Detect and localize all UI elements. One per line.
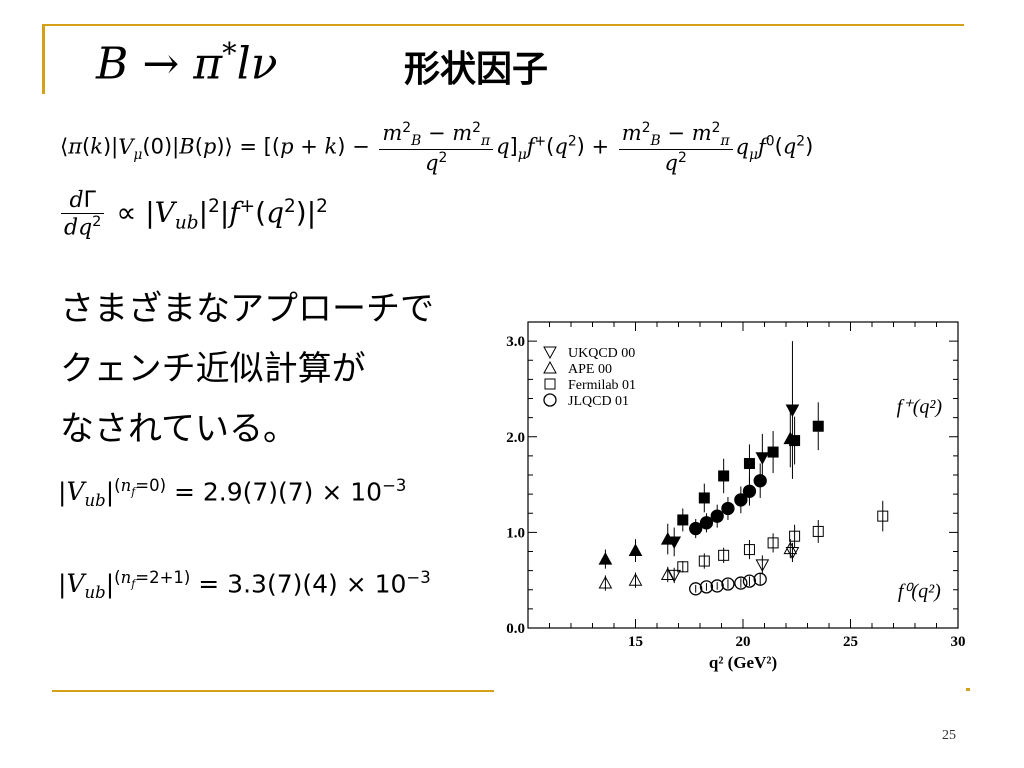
data-point bbox=[721, 577, 735, 591]
data-point bbox=[812, 420, 824, 432]
data-point bbox=[789, 530, 801, 542]
data-point bbox=[689, 582, 703, 596]
data-point bbox=[767, 446, 779, 458]
data-point bbox=[699, 516, 714, 530]
data-point bbox=[698, 492, 710, 504]
body-line-3: なされている。 bbox=[60, 409, 297, 449]
x-tick-label: 30 bbox=[951, 634, 966, 650]
data-point bbox=[710, 579, 724, 593]
legend-marker bbox=[544, 378, 556, 390]
data-point bbox=[812, 525, 824, 537]
x-axis-label: q² (GeV²) bbox=[709, 653, 777, 672]
vub-dynamical-result: |Vub|(nf=2+1) = 3.3(7)(4) × 10−3 bbox=[58, 568, 431, 603]
legend-label: Fermilab 01 bbox=[568, 378, 636, 393]
data-point bbox=[753, 474, 767, 488]
body-line-2: クェンチ近似計算が bbox=[60, 349, 366, 389]
y-tick-label: 1.0 bbox=[506, 525, 525, 541]
data-point bbox=[677, 514, 689, 526]
x-tick-label: 25 bbox=[843, 634, 858, 650]
x-tick-label: 20 bbox=[736, 634, 751, 650]
data-point bbox=[755, 559, 770, 572]
data-point bbox=[718, 549, 730, 561]
matrix-element-equation: ⟨π(k)|Vμ(0)|B(p)⟩ = [(p + k) − m2B − m2π… bbox=[60, 120, 814, 176]
bottom-rule bbox=[52, 690, 494, 692]
legend-marker bbox=[543, 393, 557, 407]
data-point bbox=[785, 404, 800, 418]
data-point bbox=[699, 580, 714, 594]
form-factor-chart: 15 20 25 30 0.0 1.0 2.0 3.0 q² (GeV²) UKQCD 00APE… bbox=[506, 321, 966, 672]
x-tick-label: 15 bbox=[628, 634, 643, 650]
data-point bbox=[742, 574, 757, 588]
data-point bbox=[628, 543, 643, 557]
data-point bbox=[677, 561, 689, 573]
data-point bbox=[721, 501, 735, 516]
data-point bbox=[755, 452, 770, 465]
data-point bbox=[710, 509, 724, 523]
data-point bbox=[598, 576, 613, 589]
data-point bbox=[743, 544, 755, 556]
data-point bbox=[660, 532, 675, 545]
data-point bbox=[753, 572, 767, 586]
data-point bbox=[767, 537, 779, 549]
data-point bbox=[734, 493, 748, 507]
data-point bbox=[718, 470, 730, 482]
data-point bbox=[667, 569, 682, 583]
legend-marker bbox=[543, 346, 557, 360]
body-line-1: さまざまなアプローチで bbox=[60, 289, 434, 329]
vub-quenched-result: |Vub|(nf=0) = 2.9(7)(7) × 10−3 bbox=[58, 476, 407, 511]
y-tick-label: 3.0 bbox=[506, 334, 525, 350]
data-point bbox=[660, 567, 675, 580]
top-rule bbox=[42, 24, 964, 26]
slide-title-formula: B → π*lν bbox=[96, 36, 278, 90]
data-point bbox=[734, 576, 748, 590]
data-point bbox=[877, 510, 889, 522]
legend-marker bbox=[543, 360, 557, 374]
y-tick-label: 2.0 bbox=[506, 430, 525, 446]
bottom-rule-dot bbox=[966, 688, 970, 691]
legend-label: UKQCD 00 bbox=[568, 346, 635, 361]
data-point bbox=[742, 484, 757, 498]
data-point bbox=[598, 552, 613, 565]
legend-label: APE 00 bbox=[568, 362, 612, 377]
data-point bbox=[698, 555, 710, 567]
y-tick-label: 0.0 bbox=[506, 621, 525, 637]
slide-title: 形状因子 bbox=[404, 49, 549, 90]
form-factor-annotation: f⁰(q²) bbox=[898, 580, 941, 602]
page-number: 25 bbox=[942, 728, 956, 743]
decay-rate-equation: dΓ dq2 ∝ |Vub|2|f+(q2)|2 bbox=[58, 188, 328, 240]
legend-label: JLQCD 01 bbox=[568, 394, 629, 409]
data-point bbox=[743, 458, 755, 470]
data-point bbox=[628, 573, 643, 586]
data-point bbox=[689, 521, 703, 536]
title-accent-bar bbox=[42, 26, 45, 94]
data-point bbox=[783, 541, 798, 555]
data-point bbox=[789, 435, 801, 447]
form-factor-annotation: f⁺(q²) bbox=[897, 396, 943, 418]
